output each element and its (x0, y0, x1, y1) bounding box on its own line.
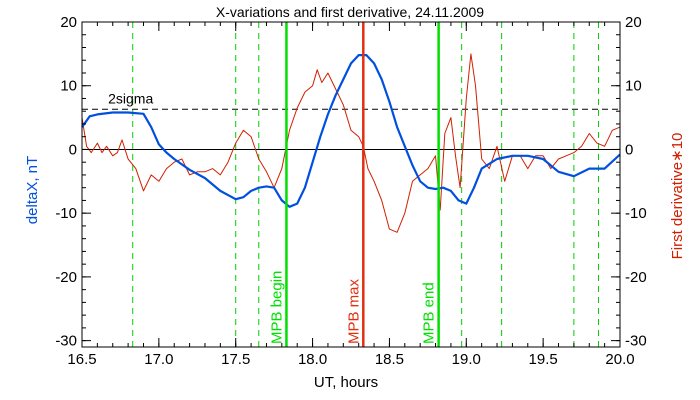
y-tick-label-right: -20 (625, 269, 647, 286)
y-tick-label: 20 (60, 14, 77, 31)
chart-title: X-variations and first derivative, 24.11… (216, 4, 484, 20)
x-tick-label: 18.5 (375, 351, 404, 368)
marker-label: MPB end (421, 282, 438, 344)
y-tick-label: 0 (69, 141, 77, 158)
y-tick-label: -30 (55, 333, 77, 350)
y-tick-label-right: -30 (625, 333, 647, 350)
two-sigma-label: 2sigma (108, 90, 153, 106)
y-tick-label: -10 (55, 205, 77, 222)
y-tick-label-right: 10 (625, 78, 642, 95)
y-tick-label-right: 20 (625, 14, 642, 31)
plot-frame (81, 21, 621, 348)
x-tick-label: 20.0 (605, 351, 634, 368)
derivative-series-line (81, 53, 621, 233)
x-axis-label: UT, hours (314, 374, 378, 391)
y-tick-label-right: -10 (625, 205, 647, 222)
x-tick-label: 17.5 (221, 351, 250, 368)
y-tick-label: 10 (60, 78, 77, 95)
y-tick-label-right: 0 (625, 141, 633, 158)
x-tick-label: 19.0 (452, 351, 481, 368)
x-tick-label: 19.5 (529, 351, 558, 368)
plot-area: 2sigma MPB begin MPB max MPB end 16.5 17.0 17.… (55, 14, 646, 368)
marker-label: MPB max (345, 278, 362, 344)
marker-label: MPB begin (268, 271, 285, 344)
x-tick-label: 18.0 (298, 351, 327, 368)
x-tick-label: 16.5 (67, 351, 96, 368)
y-axis-left-label: deltaX, nT (24, 156, 41, 224)
deltax-series-line (81, 53, 621, 208)
x-tick-label: 17.0 (144, 351, 173, 368)
y-tick-label: -20 (55, 269, 77, 286)
y-axis-right-label: First derivative∗10 (669, 133, 686, 260)
